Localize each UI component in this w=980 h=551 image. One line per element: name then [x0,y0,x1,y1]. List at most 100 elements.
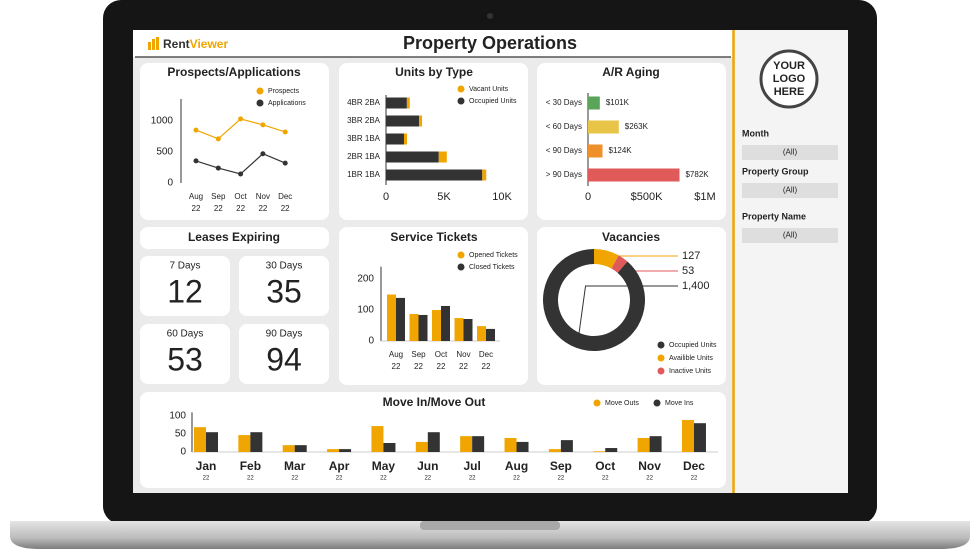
legend-marker [256,99,264,107]
logo-part: Rent [163,37,190,51]
filter-dropdown[interactable] [742,183,838,198]
filter-value: (All) [783,231,798,240]
x-tick-sublabel: 22 [192,204,201,213]
chart-title: Prospects/Applications [167,65,301,79]
donut-slice [611,255,628,273]
x-tick-label: Apr [329,459,350,473]
filter-dropdown[interactable] [742,145,838,160]
bar-segment [386,97,407,109]
bar [396,297,405,341]
x-tick-sublabel: 22 [437,362,446,371]
y-tick-label: 500 [156,147,173,158]
bar [605,448,618,452]
bar [588,144,603,158]
card [140,227,329,249]
x-tick-label: $1M [694,191,715,203]
base-notch [420,521,560,530]
legend-marker [457,251,465,259]
y-tick-label: 4BR 2BA [347,98,381,107]
legend-marker [657,354,665,362]
filter-label: Property Group [742,166,809,176]
chart-title: A/R Aging [602,65,660,79]
callout-line [605,253,678,257]
bar [418,314,428,341]
x-tick-label: Dec [278,192,292,201]
bar [649,436,662,452]
logo-part: Viewer [190,37,229,51]
data-label: $101K [606,98,630,107]
bar [415,441,428,452]
x-tick-label: Nov [456,350,470,359]
point [260,151,266,157]
y-tick-label: 0 [368,336,374,347]
bar [427,432,440,452]
donut-slice [594,249,619,269]
data-label: $124K [609,146,633,155]
x-tick-sublabel: 22 [392,362,401,371]
x-tick-sublabel: 22 [258,204,267,213]
bar [454,318,464,341]
filter-dropdown[interactable] [742,228,838,243]
donut-slice [543,249,646,351]
point [260,122,266,128]
data-label: 127 [682,250,700,262]
camera [487,13,493,19]
x-tick-label: Sep [411,350,426,359]
x-tick-sublabel: 22 [482,362,491,371]
bar [593,451,606,452]
bar-segment [438,151,447,163]
filter-label: Month [742,128,769,138]
card [239,324,329,384]
bar [282,445,295,452]
x-tick-sublabel: 22 [336,476,343,482]
bar [387,294,396,341]
bar [486,328,495,341]
x-tick-label: Aug [505,459,528,473]
x-tick-label: $500K [631,191,663,203]
data-label: 53 [682,265,694,277]
legend-marker [457,263,465,271]
y-tick-label: 100 [169,411,186,422]
legend-label: Occupied Units [669,342,717,349]
legend-marker [657,341,665,349]
legend-label: Applications [268,100,306,107]
bar [693,423,706,452]
bar [548,449,561,452]
bar-segment [386,151,439,163]
bar [460,436,473,452]
x-tick-label: 0 [383,191,389,203]
logo-icon [148,37,159,50]
dashboard-title: Property Operations [403,33,577,53]
point [215,136,221,142]
y-tick-label: 100 [357,305,374,316]
x-tick-label: Mar [284,459,306,473]
bar-segment [403,133,407,145]
y-tick-label: 0 [180,447,186,458]
y-tick-label: 0 [167,178,173,189]
x-tick-sublabel: 22 [558,476,565,482]
bar-segment [419,115,423,127]
kpi-label: 30 Days [266,261,303,272]
x-tick-label: Oct [234,192,247,201]
x-tick-label: May [372,459,396,473]
legend-marker [457,97,465,105]
data-label: $782K [685,170,709,179]
bar [588,168,680,182]
y-tick-label: < 60 Days [546,122,582,131]
x-tick-sublabel: 22 [513,476,520,482]
bar [560,440,573,452]
x-tick-sublabel: 22 [646,476,653,482]
x-tick-sublabel: 22 [469,476,476,482]
callout-line [577,285,678,345]
x-tick-label: Oct [435,350,448,359]
legend-marker [457,85,465,93]
legend-marker [256,87,264,95]
bar [339,449,352,452]
legend-label: Availible Units [669,355,713,362]
x-tick-label: Jan [196,459,217,473]
x-tick-sublabel: 22 [414,362,423,371]
x-tick-label: Oct [595,459,615,473]
bar [637,437,650,452]
